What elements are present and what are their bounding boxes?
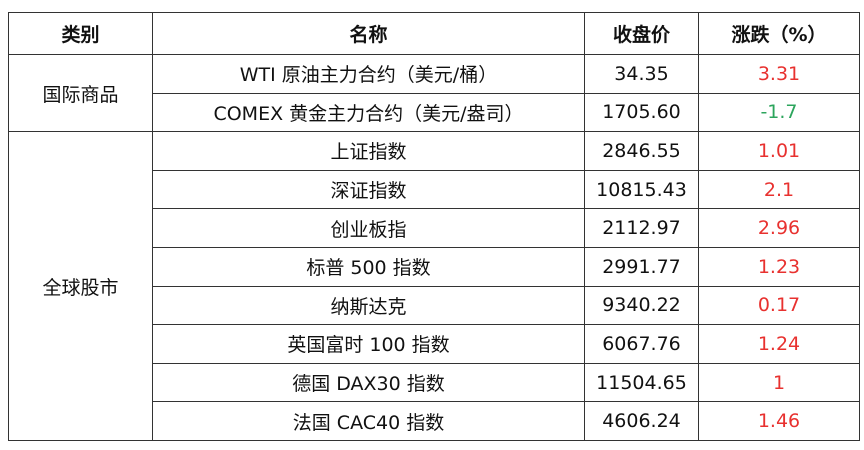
row: 创业板指 2112.97 2.96 bbox=[9, 208, 860, 248]
row: 法国 CAC40 指数 4606.24 1.46 bbox=[9, 401, 860, 441]
price-cell: 6067.76 bbox=[584, 324, 699, 364]
header-cell: 收盘价 bbox=[584, 12, 699, 55]
row: 英国富时 100 指数 6067.76 1.24 bbox=[9, 324, 860, 364]
change-cell: 1 bbox=[698, 362, 860, 403]
name-cell: 创业板指 bbox=[152, 208, 585, 248]
data-table: 类别 名称 收盘价 涨跌（%） 国际商品 WTI 原油主力合约（美元/桶） 34.35 3.… bbox=[8, 12, 860, 441]
price-cell: 9340.22 bbox=[584, 285, 699, 326]
price-cell: 34.35 bbox=[584, 54, 699, 94]
name-cell: 上证指数 bbox=[152, 131, 585, 171]
header-cell: 涨跌（%） bbox=[698, 12, 860, 55]
price-cell: 2112.97 bbox=[584, 208, 699, 248]
name-cell: 深证指数 bbox=[152, 169, 585, 210]
change-cell: 3.31 bbox=[698, 54, 860, 94]
name-cell: 英国富时 100 指数 bbox=[152, 324, 585, 364]
price-cell: 10815.43 bbox=[584, 169, 699, 210]
change-cell: 2.1 bbox=[698, 169, 860, 210]
row: 深证指数 10815.43 2.1 bbox=[9, 169, 860, 210]
name-cell: 法国 CAC40 指数 bbox=[152, 401, 585, 441]
change-cell: 2.96 bbox=[698, 208, 860, 248]
change-cell: 1.46 bbox=[698, 401, 860, 441]
price-cell: 2991.77 bbox=[584, 246, 699, 287]
row: 全球股市 上证指数 2846.55 1.01 bbox=[8, 131, 860, 441]
row: 标普 500 指数 2991.77 1.23 bbox=[9, 246, 860, 287]
change-cell: 1.01 bbox=[698, 131, 860, 171]
row: 德国 DAX30 指数 11504.65 1 bbox=[9, 362, 860, 403]
change-cell: 0.17 bbox=[698, 285, 860, 326]
name-cell: 标普 500 指数 bbox=[152, 246, 585, 287]
change-cell: -1.7 bbox=[698, 92, 860, 133]
name-cell: WTI 原油主力合约（美元/桶） bbox=[152, 54, 585, 94]
category-cell: 国际商品 bbox=[8, 53, 153, 133]
name-cell: COMEX 黄金主力合约（美元/盎司） bbox=[152, 92, 585, 133]
price-cell: 1705.60 bbox=[584, 92, 699, 133]
change-cell: 1.24 bbox=[698, 324, 860, 364]
row: 纳斯达克 9340.22 0.17 bbox=[9, 285, 860, 326]
row: 国际商品 WTI 原油主力合约（美元/桶） 34.35 3.31 bbox=[8, 53, 860, 133]
name-cell: 纳斯达克 bbox=[152, 285, 585, 326]
price-cell: 2846.55 bbox=[584, 131, 699, 171]
name-cell: 德国 DAX30 指数 bbox=[152, 362, 585, 403]
table-body: 国际商品 WTI 原油主力合约（美元/桶） 34.35 3.31 COMEX 黄金主力合… bbox=[8, 53, 860, 441]
price-cell: 11504.65 bbox=[584, 362, 699, 403]
header-cell: 类别 bbox=[8, 12, 153, 55]
change-cell: 1.23 bbox=[698, 246, 860, 287]
price-cell: 4606.24 bbox=[584, 401, 699, 441]
row: COMEX 黄金主力合约（美元/盎司） 1705.60 -1.7 bbox=[9, 92, 860, 133]
category-cell: 全球股市 bbox=[8, 131, 153, 441]
header-row: 类别 名称 收盘价 涨跌（%） bbox=[8, 12, 860, 55]
header-cell: 名称 bbox=[152, 12, 585, 55]
